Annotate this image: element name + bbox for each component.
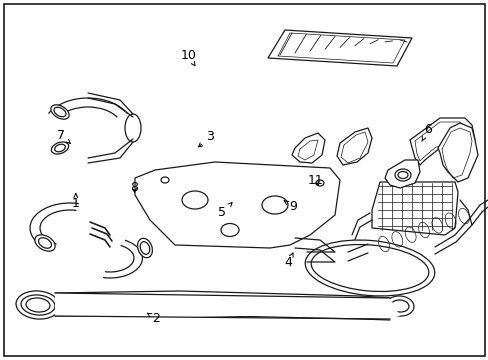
Ellipse shape — [16, 291, 60, 319]
Ellipse shape — [51, 142, 68, 154]
Polygon shape — [291, 133, 325, 163]
Ellipse shape — [35, 235, 55, 251]
Polygon shape — [409, 118, 474, 165]
Ellipse shape — [315, 180, 324, 186]
Polygon shape — [55, 293, 399, 316]
Ellipse shape — [137, 238, 152, 258]
Text: 7: 7 — [57, 129, 70, 143]
Polygon shape — [384, 160, 419, 188]
Ellipse shape — [397, 171, 407, 179]
Text: 9: 9 — [284, 201, 297, 213]
Polygon shape — [336, 128, 371, 165]
Text: 11: 11 — [307, 174, 323, 186]
Text: 4: 4 — [284, 253, 292, 269]
Ellipse shape — [305, 240, 434, 296]
Ellipse shape — [310, 244, 428, 292]
Text: 8: 8 — [130, 181, 138, 194]
Text: 2: 2 — [147, 312, 160, 325]
Ellipse shape — [55, 144, 65, 152]
Ellipse shape — [161, 177, 169, 183]
Ellipse shape — [54, 107, 66, 117]
Text: 10: 10 — [180, 49, 196, 66]
Polygon shape — [437, 123, 477, 182]
Ellipse shape — [390, 300, 408, 312]
Ellipse shape — [182, 191, 207, 209]
Ellipse shape — [140, 242, 149, 254]
Ellipse shape — [221, 224, 239, 237]
Text: 3: 3 — [198, 130, 214, 147]
Ellipse shape — [51, 105, 69, 119]
Ellipse shape — [21, 295, 55, 315]
Ellipse shape — [39, 238, 51, 248]
Ellipse shape — [385, 296, 413, 316]
Ellipse shape — [125, 114, 141, 142]
Polygon shape — [267, 30, 411, 66]
Polygon shape — [371, 182, 457, 235]
Ellipse shape — [394, 169, 410, 181]
Text: 6: 6 — [421, 123, 431, 141]
Text: 5: 5 — [218, 203, 232, 219]
Text: 1: 1 — [72, 194, 80, 210]
Ellipse shape — [262, 196, 287, 214]
Polygon shape — [135, 162, 339, 248]
Ellipse shape — [26, 298, 50, 312]
